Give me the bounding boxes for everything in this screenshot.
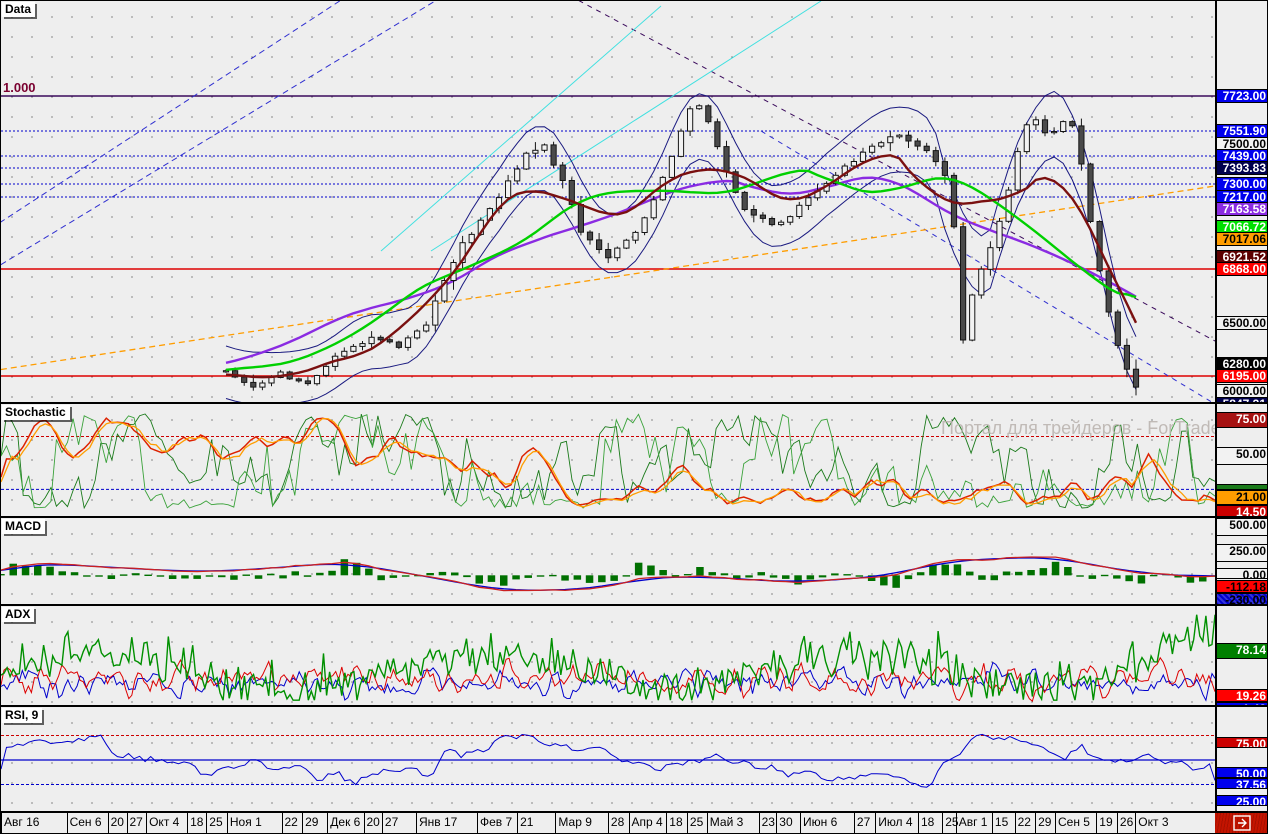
svg-text:Портал для трейдеров - ForTrad: Портал для трейдеров - ForTrader.ru bbox=[941, 418, 1215, 438]
svg-text:1.000: 1.000 bbox=[3, 80, 36, 95]
